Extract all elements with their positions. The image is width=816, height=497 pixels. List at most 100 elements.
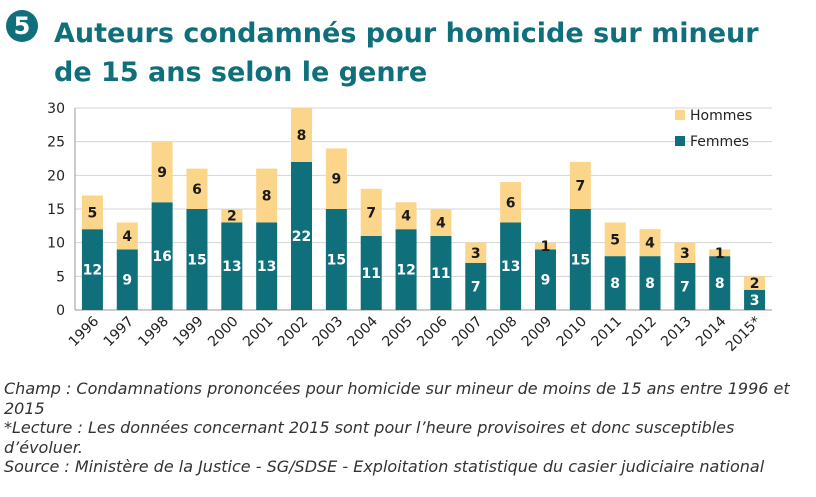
data-label-hommes: 9 <box>157 165 167 181</box>
chart-notes: Champ : Condamnations prononcées pour ho… <box>4 379 810 477</box>
data-label-hommes: 8 <box>297 128 307 144</box>
legend-swatch-femmes <box>675 136 685 146</box>
x-tick-label: 2013 <box>658 314 695 351</box>
x-tick-label: 2015* <box>723 314 764 355</box>
bar-hommes <box>151 141 173 203</box>
note-source: Source : Ministère de la Justice - SG/SD… <box>4 457 765 476</box>
y-tick-label: 0 <box>56 303 65 319</box>
data-label-hommes: 1 <box>541 239 551 255</box>
data-label-femmes: 13 <box>257 259 276 275</box>
legend-label-femmes: Femmes <box>690 134 749 150</box>
x-tick-label: 1999 <box>170 314 207 351</box>
data-label-hommes: 4 <box>401 209 411 225</box>
y-tick-label: 5 <box>56 269 65 285</box>
bar-hommes <box>430 209 452 236</box>
bar-hommes <box>360 188 382 236</box>
bar-hommes <box>186 168 208 209</box>
data-label-hommes: 6 <box>506 195 516 211</box>
bar-hommes <box>569 161 591 209</box>
x-tick-label: 2005 <box>379 314 416 351</box>
data-label-hommes: 5 <box>88 205 98 221</box>
bar-femmes <box>465 262 487 310</box>
bar-femmes <box>81 229 103 310</box>
data-label-hommes: 4 <box>122 229 132 245</box>
data-label-femmes: 12 <box>396 263 415 279</box>
bar-femmes <box>360 235 382 310</box>
x-tick-label: 2003 <box>310 314 347 351</box>
data-label-femmes: 13 <box>501 259 520 275</box>
bar-femmes <box>430 235 452 310</box>
x-tick-label: 1996 <box>66 313 103 350</box>
bar-femmes <box>151 202 173 310</box>
data-label-femmes: 15 <box>187 253 206 269</box>
bar-femmes <box>604 256 626 310</box>
bar-hommes <box>81 195 103 230</box>
x-tick-label: 2004 <box>345 313 382 350</box>
data-label-femmes: 15 <box>571 253 590 269</box>
data-label-hommes: 7 <box>366 205 376 221</box>
data-label-femmes: 9 <box>541 273 551 289</box>
bar-hommes <box>674 242 696 263</box>
chart-title: Auteurs condamnés pour homicide sur mine… <box>54 18 759 88</box>
note-lecture: *Lecture : Les données concernant 2015 s… <box>4 418 735 457</box>
data-label-femmes: 16 <box>152 249 171 265</box>
data-label-femmes: 8 <box>715 276 725 292</box>
data-label-femmes: 9 <box>122 273 132 289</box>
data-label-hommes: 8 <box>262 189 272 205</box>
data-label-hommes: 9 <box>332 172 342 188</box>
figure-number-badge: 5 <box>6 10 38 42</box>
data-label-femmes: 8 <box>645 276 655 292</box>
data-label-femmes: 8 <box>610 276 620 292</box>
data-label-femmes: 22 <box>292 229 311 245</box>
bar-hommes <box>639 229 661 257</box>
data-label-hommes: 6 <box>192 182 202 198</box>
y-tick-label: 25 <box>47 135 65 151</box>
bar-hommes <box>116 222 138 250</box>
data-label-hommes: 2 <box>750 276 760 292</box>
x-tick-label: 2006 <box>414 313 451 350</box>
bar-femmes <box>116 249 138 310</box>
bar-femmes <box>256 222 278 310</box>
bar-femmes <box>186 209 208 310</box>
bar-femmes <box>221 222 243 310</box>
bar-femmes <box>291 161 313 310</box>
data-label-femmes: 7 <box>680 279 690 295</box>
data-label-femmes: 13 <box>222 259 241 275</box>
x-tick-label: 2007 <box>449 314 486 351</box>
note-champ: Champ : Condamnations prononcées pour ho… <box>4 379 790 418</box>
data-label-hommes: 3 <box>680 246 690 262</box>
data-label-femmes: 11 <box>361 266 380 282</box>
bar-hommes <box>500 182 522 223</box>
data-label-hommes: 1 <box>715 246 725 262</box>
x-tick-label: 2001 <box>240 314 277 351</box>
bar-hommes <box>256 168 278 223</box>
x-tick-label: 2011 <box>588 314 625 351</box>
y-tick-label: 10 <box>47 236 65 252</box>
bar-femmes <box>744 289 766 310</box>
bar-femmes <box>639 256 661 310</box>
data-label-femmes: 15 <box>327 253 346 269</box>
y-tick-label: 30 <box>47 101 65 117</box>
bar-femmes <box>569 209 591 310</box>
bar-hommes <box>604 222 626 257</box>
bar-hommes <box>395 202 417 230</box>
bar-femmes <box>500 222 522 310</box>
x-tick-label: 2002 <box>275 314 312 351</box>
data-label-hommes: 7 <box>575 178 585 194</box>
data-label-femmes: 3 <box>750 293 760 309</box>
bar-femmes <box>709 256 731 310</box>
data-label-femmes: 7 <box>471 279 481 295</box>
data-label-femmes: 11 <box>431 266 450 282</box>
x-tick-label: 2009 <box>519 314 556 351</box>
data-label-hommes: 4 <box>436 215 446 231</box>
data-label-femmes: 12 <box>83 263 102 279</box>
x-tick-label: 2012 <box>623 314 660 351</box>
data-label-hommes: 4 <box>645 236 655 252</box>
x-tick-label: 2008 <box>484 314 521 351</box>
x-tick-label: 1998 <box>135 314 172 351</box>
bar-femmes <box>325 209 347 310</box>
bar-femmes <box>534 249 556 310</box>
x-tick-label: 1997 <box>101 314 138 351</box>
bar-hommes <box>221 209 243 223</box>
